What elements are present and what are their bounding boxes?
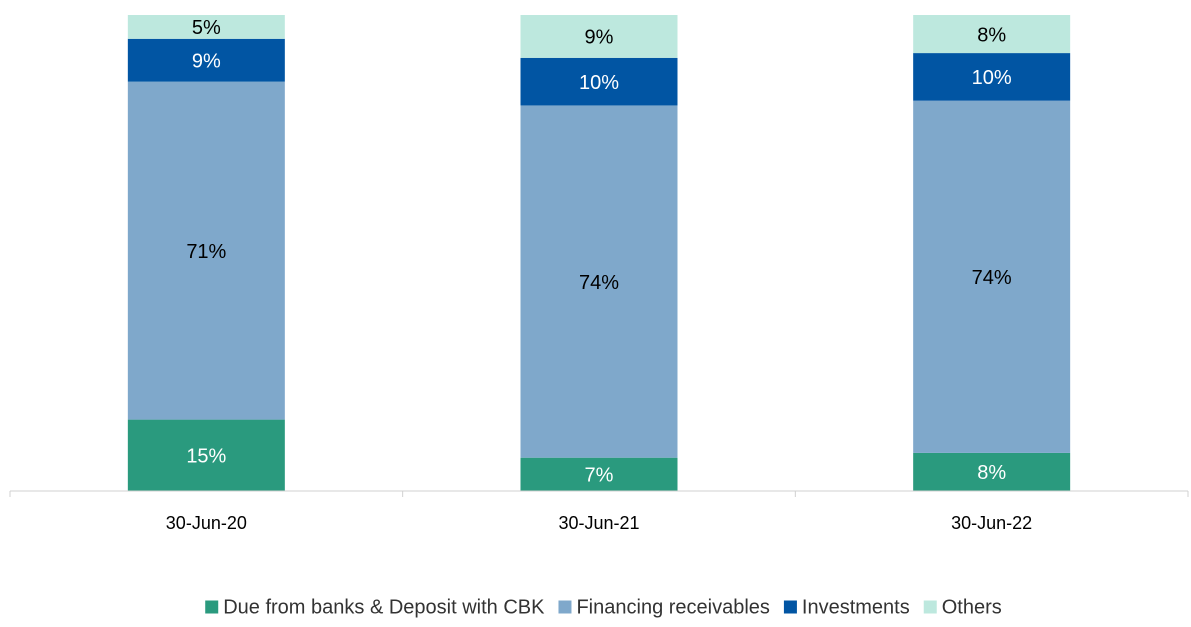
bar-segment	[913, 15, 1071, 54]
data-label: 7%	[585, 465, 614, 487]
bar-segment	[127, 81, 285, 420]
bar-segment	[520, 105, 678, 458]
data-label: 15%	[186, 446, 226, 468]
legend-swatch	[205, 600, 219, 614]
data-label: 9%	[192, 51, 221, 73]
legend-swatch	[783, 600, 797, 614]
legend-swatch	[558, 600, 572, 614]
bar-segment	[127, 15, 285, 39]
data-label: 9%	[585, 27, 614, 49]
bar-segment	[127, 38, 285, 82]
x-tick-label: 30-Jun-20	[166, 513, 247, 533]
legend-label: Financing receivables	[576, 596, 769, 618]
x-tick-label: 30-Jun-22	[951, 513, 1032, 533]
legend-label: Due from banks & Deposit with CBK	[223, 596, 545, 618]
data-label: 71%	[186, 241, 226, 263]
data-label: 8%	[977, 462, 1006, 484]
x-tick-label: 30-Jun-21	[558, 513, 639, 533]
data-label: 74%	[972, 267, 1012, 289]
legend-swatch	[923, 600, 937, 614]
data-label: 74%	[579, 272, 619, 294]
legend-label: Investments	[802, 596, 910, 618]
bar-segment	[520, 15, 678, 58]
bar-segment	[913, 452, 1071, 491]
data-label: 8%	[977, 24, 1006, 46]
bar-segment	[127, 419, 285, 491]
data-label: 5%	[192, 17, 221, 39]
bar-segment	[913, 100, 1071, 453]
legend-label: Others	[942, 596, 1002, 618]
data-label: 10%	[972, 67, 1012, 89]
bar-segment	[913, 53, 1071, 101]
bar-segment	[520, 57, 678, 106]
bar-segment	[520, 457, 678, 491]
data-label: 10%	[579, 72, 619, 94]
